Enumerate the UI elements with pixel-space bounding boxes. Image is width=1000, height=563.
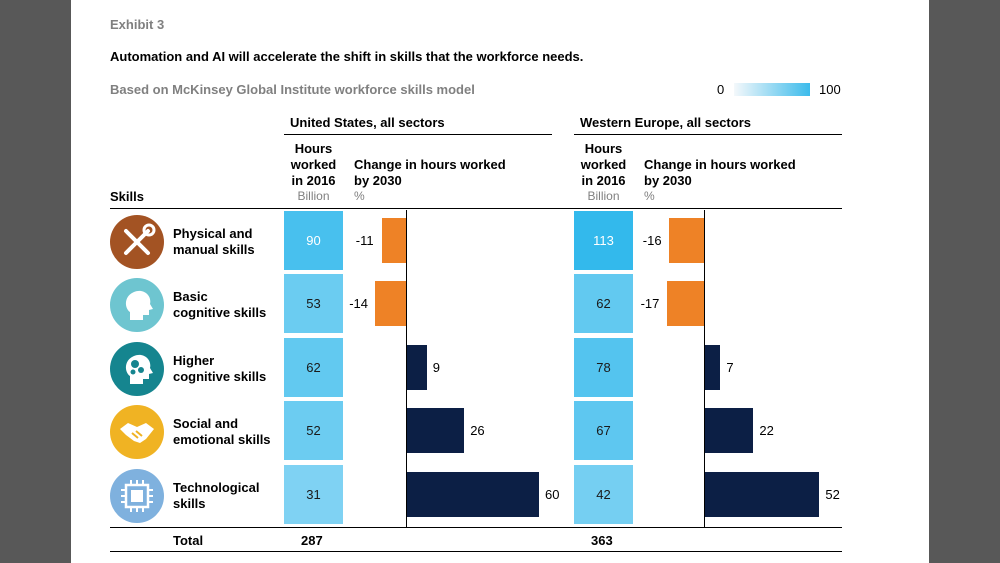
- change-label-we-2: 7: [726, 360, 734, 375]
- color-scale-legend: [734, 83, 810, 96]
- hours-cell-us-3: 52: [284, 401, 343, 460]
- region-title-we: Western Europe, all sectors: [580, 115, 751, 130]
- head-gears-icon: [110, 342, 164, 396]
- hours-cell-we-3: 67: [574, 401, 633, 460]
- change-bar-we-2: [705, 345, 721, 390]
- chart-title: Automation and AI will accelerate the sh…: [110, 49, 584, 64]
- hours-cell-us-4: 31: [284, 465, 343, 524]
- change-header-we: Change in hours worked by 2030 %: [644, 157, 796, 203]
- region-title-us: United States, all sectors: [290, 115, 445, 130]
- change-label-we-0: -16: [642, 233, 662, 248]
- skill-label-technological: Technological skills: [173, 480, 260, 511]
- hours-cell-we-0: 113: [574, 211, 633, 270]
- change-label-us-2: 9: [432, 360, 441, 375]
- chip-icon: [110, 469, 164, 523]
- exhibit-page: Exhibit 3 Automation and AI will acceler…: [71, 0, 929, 563]
- total-label: Total: [173, 533, 204, 548]
- change-bar-us-2: [407, 345, 427, 390]
- hours-cell-we-4: 42: [574, 465, 633, 524]
- change-bar-us-1: [375, 281, 406, 326]
- change-bar-we-0: [668, 218, 704, 263]
- region-rule-we: [574, 134, 842, 135]
- chart-subtitle: Based on McKinsey Global Institute workf…: [110, 82, 475, 97]
- hours-header-we: Hours worked in 2016 Billion: [580, 141, 627, 203]
- total-value-we: 363: [591, 533, 613, 548]
- total-value-us: 287: [301, 533, 323, 548]
- change-label-us-0: -11: [355, 233, 374, 248]
- legend-min-label: 0: [717, 82, 725, 97]
- change-bar-we-1: [666, 281, 704, 326]
- hours-header-us: Hours worked in 2016 Billion: [290, 141, 337, 203]
- hours-cell-we-2: 78: [574, 338, 633, 397]
- hours-cell-us-2: 62: [284, 338, 343, 397]
- exhibit-label: Exhibit 3: [110, 17, 165, 32]
- change-label-us-3: 26: [470, 423, 485, 438]
- change-label-we-3: 22: [759, 423, 774, 438]
- hours-cell-us-0: 90: [284, 211, 343, 270]
- change-label-we-4: 52: [825, 487, 840, 502]
- change-bar-us-3: [407, 408, 465, 453]
- region-rule-us: [284, 134, 552, 135]
- change-bar-we-3: [705, 408, 754, 453]
- tools-icon: [110, 215, 164, 269]
- total-rule-top: [110, 527, 842, 528]
- change-header-us: Change in hours worked by 2030 %: [354, 157, 506, 203]
- change-label-us-4: 60: [545, 487, 560, 502]
- skill-label-higher: Higher cognitive skills: [173, 353, 267, 384]
- change-label-we-1: -17: [640, 296, 660, 311]
- zero-axis-we: [704, 210, 705, 527]
- head-icon: [110, 278, 164, 332]
- change-label-us-1: -14: [349, 296, 368, 311]
- change-bar-us-0: [381, 218, 406, 263]
- skills-header: Skills: [110, 189, 144, 204]
- change-bar-us-4: [407, 472, 539, 517]
- header-rule: [110, 208, 842, 209]
- skill-label-physical: Physical and manual skills: [173, 226, 255, 257]
- legend-max-label: 100: [819, 82, 841, 97]
- total-rule-bottom: [110, 551, 842, 552]
- zero-axis-us: [406, 210, 407, 527]
- hours-cell-we-1: 62: [574, 274, 633, 333]
- skill-label-social: Social and emotional skills: [173, 416, 271, 447]
- handshake-icon: [110, 405, 164, 459]
- change-bar-we-4: [705, 472, 820, 517]
- skill-label-basic: Basic cognitive skills: [173, 289, 267, 320]
- hours-cell-us-1: 53: [284, 274, 343, 333]
